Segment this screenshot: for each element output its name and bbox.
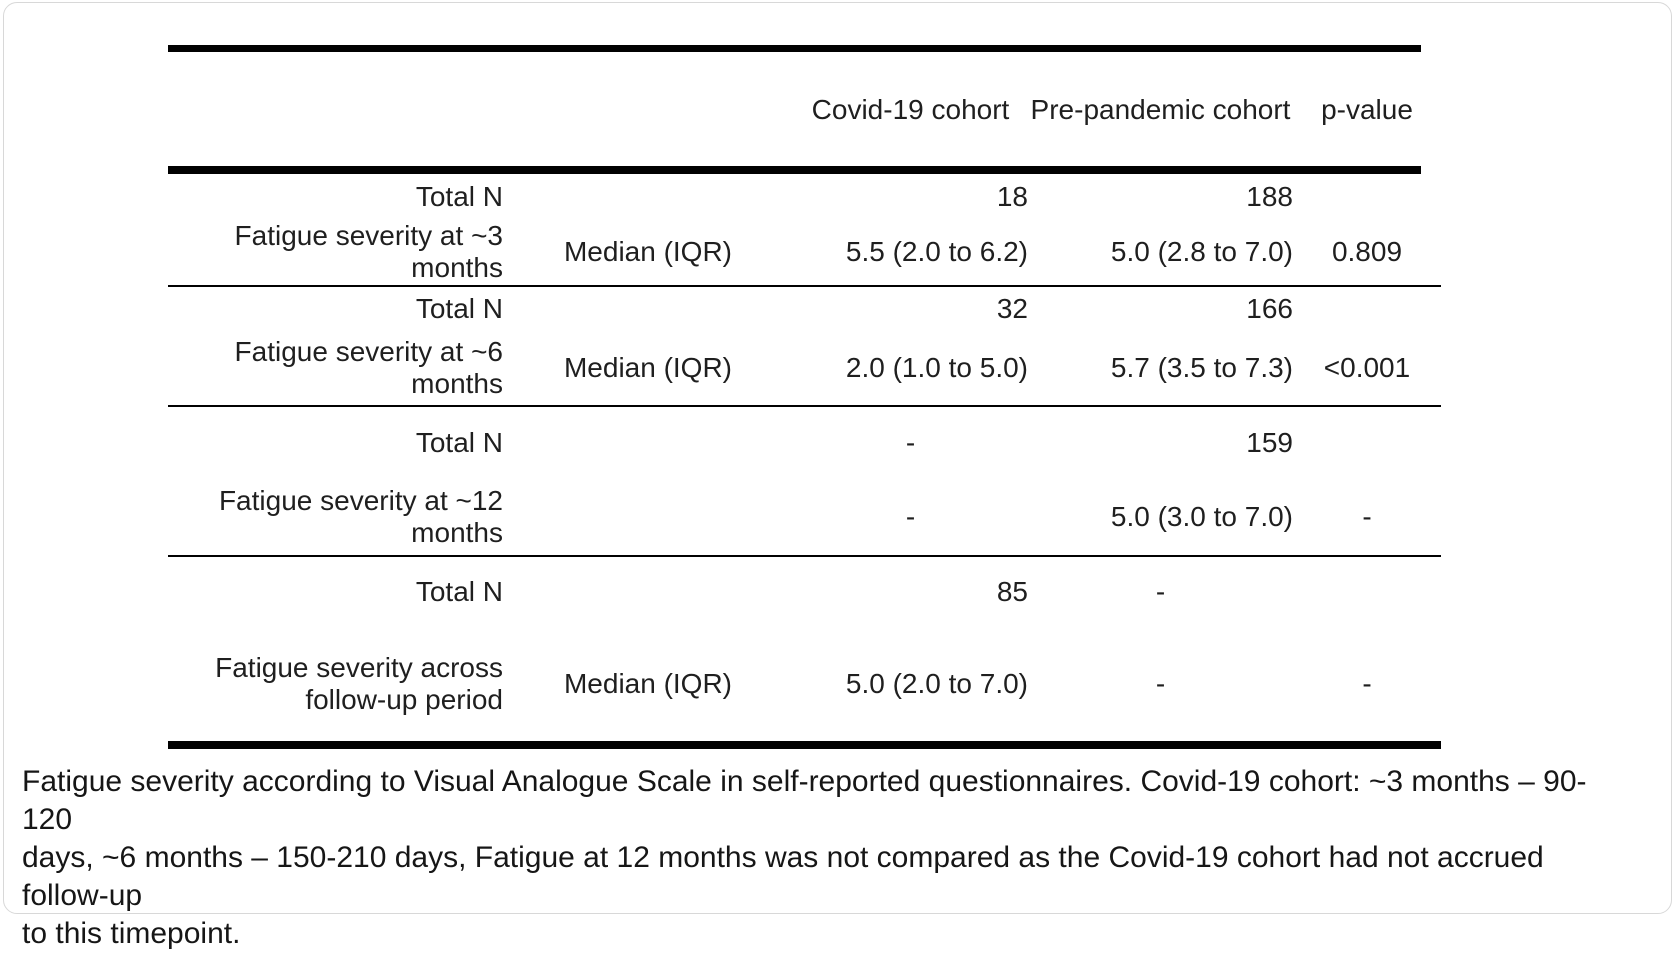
section-label: Fatigue severity across follow-up period bbox=[215, 651, 503, 715]
p-value-cell: - bbox=[1362, 500, 1372, 532]
p-value-cell bbox=[1293, 406, 1441, 478]
row-label-total-n: Total N bbox=[415, 426, 503, 458]
table-top-rule bbox=[168, 45, 1421, 52]
pre-pandemic-total-n: 166 bbox=[1246, 293, 1293, 324]
stat-cell-empty bbox=[503, 174, 793, 219]
table-header-rule bbox=[168, 166, 1421, 174]
total-n-row: Total N 32 166 bbox=[168, 286, 1441, 331]
table-caption: Fatigue severity according to Visual Ana… bbox=[22, 765, 1587, 950]
section-label: Fatigue severity at ~12 months bbox=[218, 484, 503, 548]
pre-pandemic-total-n: - bbox=[1155, 575, 1166, 607]
header-pre-pandemic-cohort: Pre-pandemic cohort bbox=[1030, 93, 1291, 125]
row-label-total-n: Total N bbox=[415, 575, 503, 607]
pre-pandemic-total-n: 159 bbox=[1246, 426, 1293, 458]
row-label-total-n: Total N bbox=[415, 293, 503, 324]
pre-pandemic-median-iqr: 5.0 (2.8 to 7.0) bbox=[1110, 236, 1293, 267]
pre-pandemic-total-n: 188 bbox=[1246, 180, 1293, 212]
header-empty-label-col bbox=[168, 45, 503, 174]
header-covid-cohort: Covid-19 cohort bbox=[811, 93, 1010, 125]
figure-card: Covid-19 cohort Pre-pandemic cohort p-va… bbox=[3, 2, 1672, 950]
covid-total-n: 18 bbox=[996, 180, 1028, 212]
fatigue-severity-row: Fatigue severity at ~6 months Median (IQR… bbox=[168, 331, 1441, 406]
stat-cell-empty bbox=[503, 406, 793, 478]
p-value-cell: 0.809 bbox=[1331, 236, 1403, 267]
row-label-total-n: Total N bbox=[415, 180, 503, 212]
fatigue-severity-table-zone: Covid-19 cohort Pre-pandemic cohort p-va… bbox=[168, 45, 1441, 749]
fatigue-severity-row: Fatigue severity across follow-up period… bbox=[168, 626, 1441, 745]
covid-median-iqr: 2.0 (1.0 to 5.0) bbox=[845, 352, 1028, 383]
median-iqr-label: Median (IQR) bbox=[563, 667, 733, 699]
header-p-value: p-value bbox=[1321, 93, 1413, 125]
fatigue-severity-table: Covid-19 cohort Pre-pandemic cohort p-va… bbox=[168, 45, 1441, 749]
total-n-row: Total N - 159 bbox=[168, 406, 1441, 478]
section-label: Fatigue severity at ~6 months bbox=[234, 336, 503, 399]
p-value-cell: <0.001 bbox=[1323, 352, 1411, 383]
covid-total-n: 32 bbox=[996, 293, 1028, 324]
p-value-cell bbox=[1293, 286, 1441, 331]
section-label: Fatigue severity at ~3 months bbox=[234, 220, 503, 283]
median-iqr-label: Median (IQR) bbox=[563, 236, 733, 267]
table-header-row: Covid-19 cohort Pre-pandemic cohort p-va… bbox=[168, 45, 1441, 174]
stat-cell-empty bbox=[503, 556, 793, 626]
median-iqr-label bbox=[503, 478, 793, 556]
pre-pandemic-median-iqr: 5.7 (3.5 to 7.3) bbox=[1110, 352, 1293, 383]
covid-median-iqr: 5.0 (2.0 to 7.0) bbox=[845, 667, 1028, 699]
pre-pandemic-median-iqr: - bbox=[1155, 667, 1166, 699]
stat-cell-empty bbox=[503, 286, 793, 331]
fatigue-severity-row: Fatigue severity at ~3 months Median (IQR… bbox=[168, 219, 1441, 286]
pre-pandemic-median-iqr: 5.0 (3.0 to 7.0) bbox=[1110, 500, 1293, 532]
covid-median-iqr: - bbox=[905, 500, 916, 532]
total-n-row: Total N 85 - bbox=[168, 556, 1441, 626]
covid-total-n: - bbox=[905, 426, 916, 458]
table-body: Total N 18 188 Fatigue severity at ~3 month… bbox=[168, 174, 1441, 745]
header-empty-stat-col bbox=[503, 45, 793, 174]
p-value-cell bbox=[1293, 174, 1441, 219]
fatigue-severity-row: Fatigue severity at ~12 months - 5.0 (3.0 … bbox=[168, 478, 1441, 556]
p-value-cell bbox=[1293, 556, 1441, 626]
covid-total-n: 85 bbox=[996, 575, 1028, 607]
total-n-row: Total N 18 188 bbox=[168, 174, 1441, 219]
p-value-cell: - bbox=[1362, 667, 1372, 699]
median-iqr-label: Median (IQR) bbox=[563, 352, 733, 383]
covid-median-iqr: 5.5 (2.0 to 6.2) bbox=[845, 236, 1028, 267]
